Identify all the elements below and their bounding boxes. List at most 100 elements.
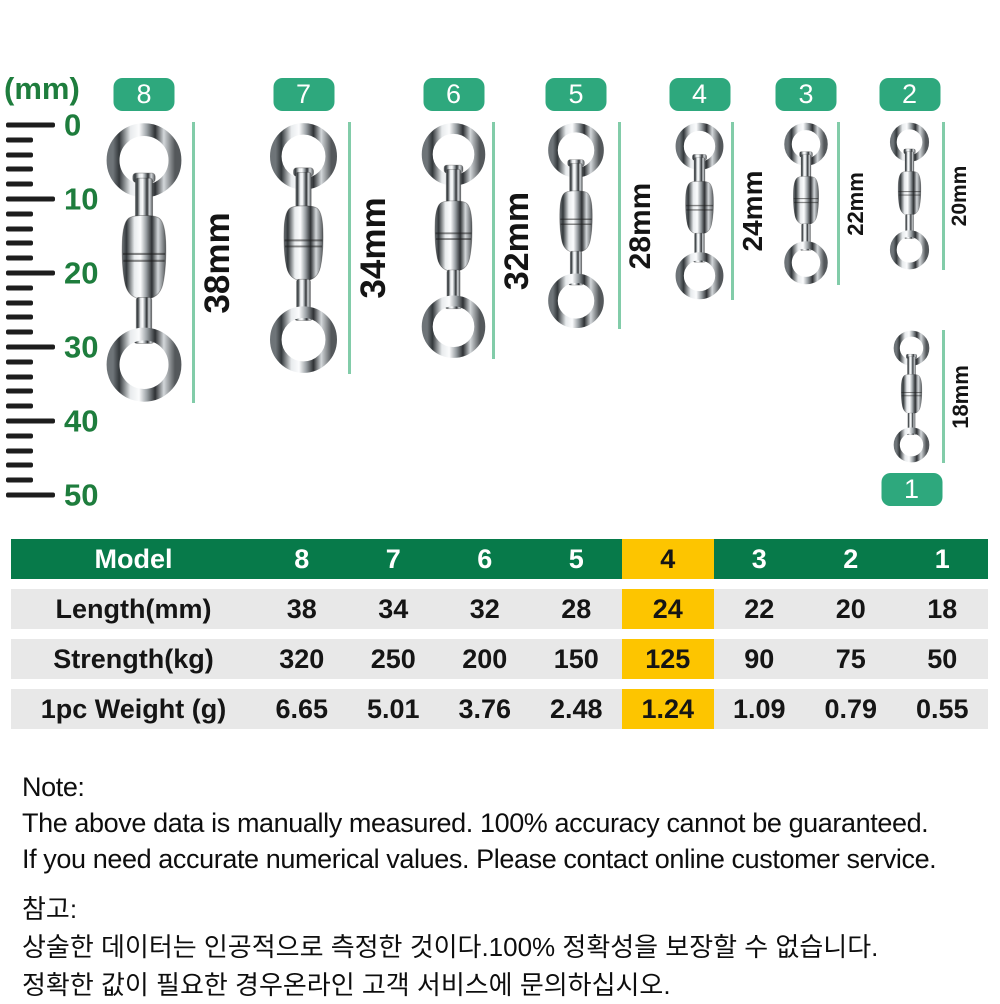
ruler-minor-tick [6, 329, 33, 335]
swivel-figure-7: 7 34mm [265, 78, 393, 374]
row-label: Strength(kg) [11, 639, 256, 679]
model-badge: 8 [113, 78, 175, 111]
swivel-figure-4: 4 24mm [669, 78, 768, 300]
length-cell-highlighted: 24 [622, 589, 714, 629]
ruler-minor-tick [6, 181, 33, 187]
note-title: 참고: [22, 894, 78, 924]
ruler-tick-label: 30 [64, 329, 99, 365]
note-line: 상술한 데이터는 인공적으로 측정한 것이다.100% 정확성을 보장할 수 없… [22, 932, 879, 962]
weight-cell: 0.55 [896, 689, 988, 729]
swivel-figure-5: 5 28mm [544, 78, 657, 329]
weight-cell: 5.01 [347, 689, 439, 729]
strength-cell: 320 [256, 639, 348, 679]
ruler-major-tick [6, 492, 55, 498]
row-label: Length(mm) [11, 589, 256, 629]
ruler-tick-label: 20 [64, 255, 99, 291]
length-cell: 38 [256, 589, 348, 629]
model-badge: 6 [423, 78, 484, 111]
ruler-minor-tick [6, 255, 33, 261]
strength-row: Strength(kg) 320 250 200 150 125 90 75 5… [11, 639, 988, 679]
ruler-unit-label: (mm) [4, 71, 80, 106]
length-label: 32mm [498, 191, 536, 290]
length-label: 28mm [624, 182, 657, 269]
model-col-header: 8 [256, 539, 348, 579]
model-col-header: 1 [896, 539, 988, 579]
ruler-tick-label: 50 [64, 477, 99, 513]
model-badge: 4 [669, 78, 730, 111]
ruler-minor-tick [6, 137, 33, 143]
strength-cell: 50 [896, 639, 988, 679]
swivel-figure-8: 8 38mm [101, 78, 237, 403]
ruler-major-tick [6, 122, 55, 128]
model-badge: 3 [775, 78, 837, 111]
measure-line [192, 122, 195, 403]
swivel-figure-1: 1 18mm [881, 330, 973, 506]
strength-cell: 75 [805, 639, 897, 679]
weight-row: 1pc Weight (g) 6.65 5.01 3.76 2.48 1.24 … [11, 689, 988, 729]
ruler-major-tick [6, 418, 55, 424]
spec-table-header-row: Model 8 7 6 5 4 3 2 1 [11, 539, 988, 579]
swivel-photo [544, 122, 608, 329]
note-title: Note: [22, 772, 85, 802]
ruler-minor-tick [6, 433, 33, 439]
model-col-header: 6 [439, 539, 531, 579]
note-line: The above data is manually measured. 100… [22, 808, 929, 838]
model-badge: 1 [881, 473, 942, 506]
measure-line [942, 330, 945, 463]
model-row-label: Model [11, 539, 256, 579]
length-label: 20mm [948, 165, 971, 227]
ruler-major-tick [6, 196, 55, 202]
swivel-photo [887, 122, 932, 270]
weight-cell: 3.76 [439, 689, 531, 729]
ruler-major-tick [6, 270, 55, 276]
ruler-minor-tick [6, 226, 33, 232]
length-label: 34mm [354, 197, 393, 299]
swivel-photo [781, 122, 831, 285]
ruler-minor-tick [6, 285, 33, 291]
model-badge: 7 [273, 78, 334, 111]
size-comparison-diagram: (mm) 0 10 20 30 40 50 8 38mm 7 34mm 6 32mm 5 … [4, 71, 973, 513]
note-korean: 참고: 상술한 데이터는 인공적으로 측정한 것이다.100% 정확성을 보장할… [22, 890, 1000, 1004]
length-label: 18mm [948, 364, 973, 429]
length-label: 22mm [843, 171, 868, 236]
note-line: 정확한 값이 필요한 경우온라인 고객 서비스에 문의하십시오. [22, 970, 671, 1000]
ruler-minor-tick [6, 240, 33, 246]
length-label: 38mm [198, 211, 237, 314]
weight-cell: 1.09 [713, 689, 805, 729]
ruler-minor-tick [6, 152, 33, 158]
ruler-minor-tick [6, 388, 33, 394]
model-badge: 5 [545, 78, 607, 111]
ruler-minor-tick [6, 462, 33, 468]
length-label: 24mm [737, 170, 768, 252]
ruler-minor-tick [6, 403, 33, 409]
measure-line [731, 122, 734, 300]
weight-cell: 2.48 [530, 689, 622, 729]
ruler-minor-tick [6, 374, 33, 380]
swivel-figure-2: 2 20mm [879, 78, 971, 270]
ruler-tick-label: 0 [64, 107, 82, 143]
swivel-photo [417, 122, 490, 359]
ruler-tick-label: 10 [64, 181, 99, 217]
swivel-photo [265, 122, 342, 374]
swivel-figure-3: 3 22mm [775, 78, 868, 285]
ruler-minor-tick [6, 166, 33, 172]
length-cell: 20 [805, 589, 897, 629]
model-col-header: 2 [805, 539, 897, 579]
ruler-minor-tick [6, 211, 33, 217]
strength-cell: 250 [347, 639, 439, 679]
note-english: Note: The above data is manually measure… [22, 769, 1000, 877]
weight-cell: 6.65 [256, 689, 348, 729]
note-line: If you need accurate numerical values. P… [22, 844, 937, 874]
measure-line [348, 122, 351, 374]
ruler-minor-tick [6, 448, 33, 454]
model-badge: 2 [879, 78, 940, 111]
weight-cell: 0.79 [805, 689, 897, 729]
measure-line [618, 122, 621, 329]
swivel-photo [672, 122, 727, 300]
strength-cell: 90 [713, 639, 805, 679]
ruler-major-tick [6, 344, 55, 350]
measure-line [837, 122, 840, 285]
ruler-minor-tick [6, 359, 33, 365]
model-col-header: 5 [530, 539, 622, 579]
